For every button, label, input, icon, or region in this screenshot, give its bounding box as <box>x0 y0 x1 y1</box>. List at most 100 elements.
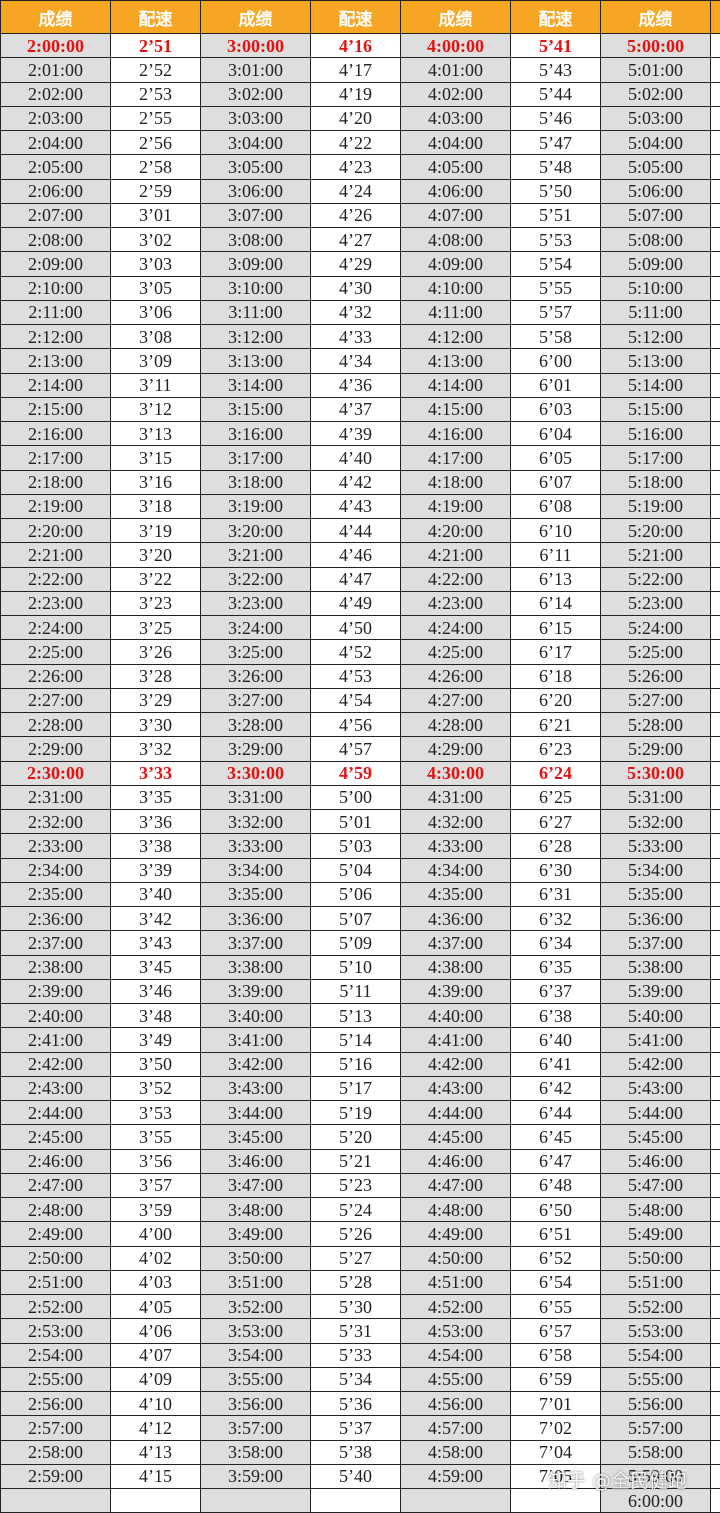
finish-time-cell: 4:37:00 <box>401 931 511 955</box>
finish-time-cell: 2:50:00 <box>1 1246 111 1270</box>
pace-cell: 7’05 <box>511 1464 601 1488</box>
finish-time-cell: 2:56:00 <box>1 1392 111 1416</box>
pace-cell: 7’48 <box>711 737 720 761</box>
finish-time-cell: 5:49:00 <box>601 1222 711 1246</box>
finish-time-cell: 4:05:00 <box>401 155 511 179</box>
finish-time-cell: 4:32:00 <box>401 810 511 834</box>
finish-time-cell: 4:41:00 <box>401 1028 511 1052</box>
pace-cell: 4’47 <box>311 567 401 591</box>
pace-cell: 4’19 <box>311 82 401 106</box>
pace-cell: 8’12 <box>711 1149 720 1173</box>
finish-time-cell: 2:20:00 <box>1 519 111 543</box>
finish-time-cell: 3:55:00 <box>201 1367 311 1391</box>
finish-time-cell: 2:59:00 <box>1 1464 111 1488</box>
pace-cell: 4’59 <box>311 761 401 785</box>
finish-time-cell: 3:40:00 <box>201 1004 311 1028</box>
pace-cell: 5’01 <box>311 810 401 834</box>
finish-time-cell: 2:06:00 <box>1 179 111 203</box>
pace-cell: 7’55 <box>711 858 720 882</box>
finish-time-cell: 4:59:00 <box>401 1464 511 1488</box>
pace-cell: 8’26 <box>711 1392 720 1416</box>
finish-time-cell: 4:21:00 <box>401 543 511 567</box>
pace-cell: 6’58 <box>511 1343 601 1367</box>
pace-cell: 5’19 <box>311 1101 401 1125</box>
pace-cell: 2’55 <box>111 106 201 130</box>
finish-time-cell: 4:45:00 <box>401 1125 511 1149</box>
finish-time-cell: 5:26:00 <box>601 664 711 688</box>
finish-time-cell: 4:26:00 <box>401 664 511 688</box>
pace-cell: 8’23 <box>711 1343 720 1367</box>
pace-cell: 3’20 <box>111 543 201 567</box>
pace-cell: 4’46 <box>311 543 401 567</box>
finish-time-cell: 3:38:00 <box>201 955 311 979</box>
pace-cell: 7’59 <box>711 931 720 955</box>
pace-cell: 8’03 <box>711 1004 720 1028</box>
finish-time-cell <box>201 1489 311 1513</box>
pace-cell: 4’36 <box>311 373 401 397</box>
finish-time-cell: 2:25:00 <box>1 640 111 664</box>
finish-time-cell: 2:08:00 <box>1 228 111 252</box>
pace-cell: 4’44 <box>311 519 401 543</box>
header-finish-time: 成绩 <box>1 1 111 34</box>
finish-time-cell: 3:50:00 <box>201 1246 311 1270</box>
pace-cell: 6’03 <box>511 397 601 421</box>
pace-cell: 6’54 <box>511 1270 601 1294</box>
finish-time-cell: 2:21:00 <box>1 543 111 567</box>
finish-time-cell: 6:00:00 <box>601 1489 711 1513</box>
pace-cell: 7’14 <box>711 155 720 179</box>
pace-cell: 6’32 <box>511 907 601 931</box>
finish-time-cell: 2:47:00 <box>1 1173 111 1197</box>
finish-time-cell: 5:54:00 <box>601 1343 711 1367</box>
pace-cell: 7’12 <box>711 131 720 155</box>
finish-time-cell: 2:27:00 <box>1 688 111 712</box>
finish-time-cell: 3:49:00 <box>201 1222 311 1246</box>
finish-time-cell: 3:04:00 <box>201 131 311 155</box>
finish-time-cell: 4:04:00 <box>401 131 511 155</box>
pace-cell: 6’50 <box>511 1198 601 1222</box>
finish-time-cell: 3:45:00 <box>201 1125 311 1149</box>
pace-cell: 4’30 <box>311 276 401 300</box>
pace-cell: 5’43 <box>511 58 601 82</box>
finish-time-cell: 5:52:00 <box>601 1295 711 1319</box>
finish-time-cell: 2:07:00 <box>1 203 111 227</box>
finish-time-cell: 5:06:00 <box>601 179 711 203</box>
pace-cell: 6’18 <box>511 664 601 688</box>
pace-cell: 5’36 <box>311 1392 401 1416</box>
pace-cell: 6’14 <box>511 591 601 615</box>
pace-cell: 7’52 <box>711 810 720 834</box>
finish-time-cell: 2:54:00 <box>1 1343 111 1367</box>
finish-time-cell: 5:10:00 <box>601 276 711 300</box>
finish-time-cell: 2:35:00 <box>1 882 111 906</box>
pace-cell: 8’16 <box>711 1222 720 1246</box>
finish-time-cell: 2:09:00 <box>1 252 111 276</box>
pace-cell: 5’17 <box>311 1076 401 1100</box>
finish-time-cell: 3:46:00 <box>201 1149 311 1173</box>
pace-cell: 5’23 <box>311 1173 401 1197</box>
finish-time-cell: 3:33:00 <box>201 834 311 858</box>
pace-cell: 3’38 <box>111 834 201 858</box>
finish-time-cell: 5:59:00 <box>601 1464 711 1488</box>
pace-cell: 5’24 <box>311 1198 401 1222</box>
pace-cell: 8’15 <box>711 1198 720 1222</box>
finish-time-cell: 5:08:00 <box>601 228 711 252</box>
pace-cell: 6’17 <box>511 640 601 664</box>
finish-time-cell: 2:34:00 <box>1 858 111 882</box>
pace-cell: 7’36 <box>711 543 720 567</box>
finish-time-cell: 5:15:00 <box>601 397 711 421</box>
pace-cell: 7’46 <box>711 713 720 737</box>
pace-cell: 7’45 <box>711 688 720 712</box>
pace-cell: 6’23 <box>511 737 601 761</box>
finish-time-cell: 2:00:00 <box>1 34 111 58</box>
finish-time-cell: 5:18:00 <box>601 470 711 494</box>
